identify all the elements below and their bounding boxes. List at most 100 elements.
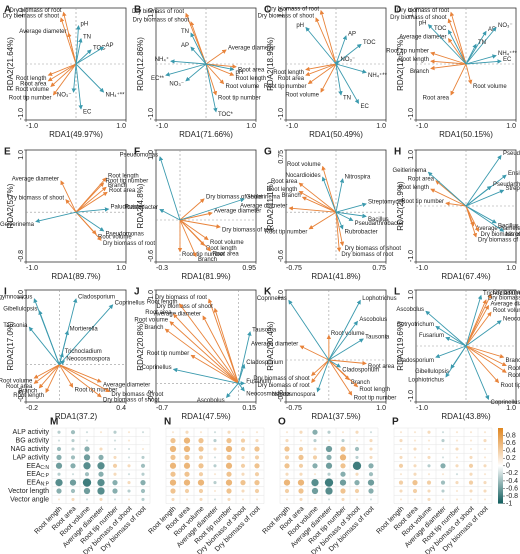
- y-tick-label: 1.0: [148, 290, 155, 300]
- arrow-label: Geitlerinema: [392, 168, 427, 174]
- arrow: [445, 345, 467, 378]
- arrow-label: Root volume: [287, 162, 321, 168]
- arrow: [75, 211, 102, 241]
- corr-dot: [127, 481, 131, 485]
- arrow-label: Average diameter: [103, 382, 150, 388]
- arrow-label: Trichocladium: [483, 291, 520, 297]
- corr-dot: [325, 445, 333, 453]
- corr-dot: [398, 480, 404, 485]
- y-tick-label: 1.0: [18, 150, 25, 160]
- arrow-label: Root tip number: [106, 179, 149, 185]
- panel-label: B: [134, 5, 141, 16]
- arrow-label: Dry biomass of shoot: [258, 14, 315, 20]
- corr-dot: [427, 439, 431, 442]
- row-label-sub: N:P: [41, 482, 50, 488]
- arrow-label: Root tip number: [147, 351, 190, 357]
- y-axis-label: RDA2(12.57%): [396, 37, 405, 91]
- corr-dot: [241, 455, 245, 459]
- corr-dot: [285, 439, 289, 443]
- arrow-label: Root length: [273, 70, 304, 76]
- x-axis-label: RDA1(41.8%): [311, 272, 361, 281]
- arrow: [33, 364, 60, 384]
- panel-label: K: [264, 287, 272, 298]
- colorbar: [498, 428, 503, 504]
- arrow-label: Root length: [359, 387, 390, 393]
- arrow-label: Root length: [236, 76, 267, 82]
- corr-dot: [70, 488, 76, 494]
- arrow: [59, 364, 102, 383]
- corr-dot: [355, 472, 359, 476]
- arrow: [45, 364, 60, 394]
- y-axis-label: RDA2(11.1%): [266, 181, 275, 230]
- corr-dot: [184, 454, 190, 460]
- arrow-label: Mortierella: [70, 327, 99, 333]
- arrow-label: Root area: [368, 364, 395, 370]
- corr-dot: [413, 431, 417, 434]
- arrow-label: Root area: [145, 310, 172, 316]
- arrow-label: Nitrospira: [345, 175, 371, 181]
- arrow-label: Root volume: [210, 240, 244, 246]
- corr-dot: [297, 479, 305, 486]
- corr-dot: [83, 454, 91, 461]
- corr-dot: [455, 439, 459, 442]
- corr-dot: [299, 497, 303, 501]
- arrow: [445, 201, 467, 207]
- corr-dot: [140, 488, 146, 494]
- y-tick-label: -0.8: [18, 250, 25, 262]
- corr-dot: [170, 438, 176, 444]
- x-tick-label: 1.0: [376, 405, 386, 412]
- arrow-label: Ascobolus: [359, 317, 387, 323]
- arrow: [334, 60, 340, 66]
- arrow: [170, 59, 207, 65]
- corr-dot: [127, 456, 131, 459]
- x-tick-label: 1.0: [376, 123, 386, 130]
- corr-dot: [197, 479, 205, 486]
- corr-dot: [298, 463, 304, 468]
- corr-dot: [399, 498, 403, 501]
- arrow-label: Dry biomass of shoot: [488, 296, 520, 302]
- corr-dot: [298, 454, 304, 460]
- corr-dot: [141, 447, 145, 451]
- y-axis-label: RDA2(21.64%): [6, 37, 15, 91]
- x-tick-label: -1.0: [416, 123, 428, 130]
- corr-dot: [413, 472, 417, 476]
- arrow-label: NH₄⁺**: [106, 92, 126, 99]
- y-tick-label: 1.0: [18, 290, 25, 300]
- arrow-label: TOC: [93, 46, 106, 52]
- x-tick-label: 1.0: [506, 265, 516, 272]
- x-axis-label: RDA1(37.2): [55, 412, 98, 421]
- corr-dot: [311, 487, 319, 495]
- corr-dot: [312, 455, 318, 460]
- corr-dot: [213, 456, 217, 459]
- corr-dot: [427, 497, 431, 501]
- row-label-sub: C:N: [40, 465, 49, 471]
- corr-dot: [483, 473, 487, 476]
- arrow-label: Geitlerinema: [246, 195, 281, 201]
- arrow: [328, 359, 353, 396]
- corr-dot: [99, 431, 103, 434]
- arrow: [465, 304, 489, 347]
- corr-dot: [113, 498, 117, 501]
- x-tick-label: -0.75: [286, 405, 302, 412]
- arrow-label: TOC*: [218, 112, 234, 118]
- arrow: [65, 199, 77, 213]
- arrow: [33, 364, 60, 379]
- arrow-label: Average diameter: [19, 29, 66, 35]
- row-label-text: EEA: [26, 463, 40, 470]
- panel-label: J: [134, 287, 140, 298]
- panel-label: A: [4, 5, 11, 16]
- plot-frame: [155, 149, 257, 263]
- arrow: [430, 51, 467, 65]
- corr-dot: [98, 471, 104, 477]
- corr-dot: [455, 431, 459, 434]
- arrow-label: Root length: [147, 300, 178, 306]
- x-tick-label: 1.0: [116, 123, 126, 130]
- y-axis-label: RDA2(12.86%): [136, 37, 145, 91]
- arrow-label: Bacillus: [368, 217, 389, 223]
- panel-label: N: [164, 417, 171, 428]
- arrow-label: Root tip number: [264, 84, 307, 90]
- arrow: [205, 49, 227, 65]
- corr-dot: [140, 480, 146, 486]
- y-axis-label: RDA2(20.4%): [266, 321, 275, 371]
